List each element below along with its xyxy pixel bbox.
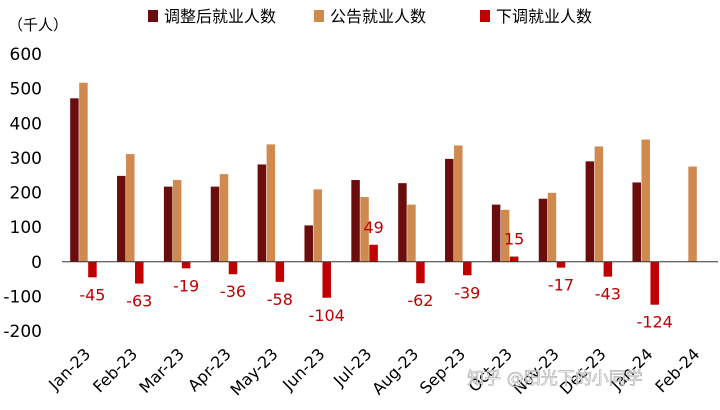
bar <box>509 256 519 262</box>
legend-swatch <box>314 10 324 22</box>
bar <box>322 261 331 298</box>
bar <box>445 158 454 262</box>
y-tick-label: -200 <box>3 322 42 342</box>
x-tick-label: May-23 <box>227 344 282 399</box>
bar <box>688 166 697 262</box>
y-tick-label: 500 <box>10 80 42 100</box>
bar <box>650 261 659 305</box>
data-label: 15 <box>504 230 524 249</box>
y-tick-label: 300 <box>10 149 42 169</box>
bar <box>135 261 144 284</box>
bars <box>70 82 697 305</box>
data-label: -45 <box>79 285 105 304</box>
bar <box>556 261 566 268</box>
y-tick-label: 200 <box>10 184 42 204</box>
bar <box>538 198 548 262</box>
bar <box>416 261 425 284</box>
bar <box>117 175 126 262</box>
y-tick-label: 0 <box>31 253 42 273</box>
data-label: -63 <box>126 292 152 311</box>
data-label: -17 <box>548 276 574 295</box>
bar <box>351 180 360 262</box>
bar <box>369 244 378 262</box>
bar <box>266 144 276 262</box>
bar <box>257 164 267 262</box>
bar <box>454 145 463 262</box>
bar <box>70 98 79 262</box>
bar <box>275 261 285 282</box>
bar <box>163 186 173 262</box>
bar <box>181 261 191 269</box>
bar <box>172 180 182 262</box>
bar <box>79 82 88 262</box>
x-tick-label: Mar-23 <box>135 344 188 397</box>
data-label: -36 <box>220 282 246 301</box>
bar <box>304 225 313 262</box>
bar <box>398 183 407 262</box>
data-label: -43 <box>595 285 621 304</box>
y-tick-label: -100 <box>3 287 42 307</box>
x-tick-label: Feb-23 <box>89 344 141 396</box>
bar <box>88 261 97 278</box>
data-label: -104 <box>309 306 345 325</box>
legend-label: 下调就业人数 <box>496 7 592 26</box>
data-label: -62 <box>407 291 433 310</box>
bar <box>463 261 472 276</box>
y-tick-label: 600 <box>10 45 42 65</box>
x-tick-label: Feb-24 <box>651 344 703 396</box>
data-label: -124 <box>637 313 673 332</box>
bar <box>603 261 613 277</box>
bar <box>641 139 650 262</box>
x-tick-label: Aug-23 <box>368 344 422 398</box>
y-tick-label: 100 <box>10 218 42 238</box>
bar <box>632 182 641 262</box>
bar <box>126 154 135 262</box>
bar <box>210 186 220 262</box>
watermark: 知乎 @阳光下的小同学 <box>467 369 642 389</box>
bar <box>219 174 229 262</box>
x-tick-label: Sep-23 <box>416 344 469 397</box>
bar <box>585 161 595 262</box>
legend-label: 调整后就业人数 <box>164 7 276 26</box>
legend-swatch <box>148 10 158 22</box>
data-labels: -45 -63 -19 -36 -58 -104 49 -62 -39 15 -17 -43 -124 <box>79 218 673 332</box>
data-label: 49 <box>363 218 383 237</box>
legend-swatch <box>480 10 490 22</box>
legend-label: 公告就业人数 <box>330 7 426 26</box>
y-axis: 600 500 400 300 200 100 0 -100 -200 <box>3 45 42 342</box>
bar <box>228 261 238 275</box>
x-tick-label: Jun-23 <box>278 344 328 394</box>
bar <box>500 209 510 262</box>
bar <box>407 204 416 262</box>
bar <box>360 197 369 262</box>
data-label: -39 <box>454 283 480 302</box>
bar <box>491 204 501 262</box>
legend: 调整后就业人数 公告就业人数 下调就业人数 <box>148 7 592 26</box>
x-tick-label: Jan-23 <box>44 344 94 394</box>
bar <box>594 146 604 262</box>
y-tick-label: 400 <box>10 114 42 134</box>
data-label: -58 <box>267 290 293 309</box>
bar <box>313 189 322 262</box>
bar <box>547 192 557 262</box>
data-label: -19 <box>173 276 199 295</box>
y-unit-label: （千人） <box>8 16 68 34</box>
